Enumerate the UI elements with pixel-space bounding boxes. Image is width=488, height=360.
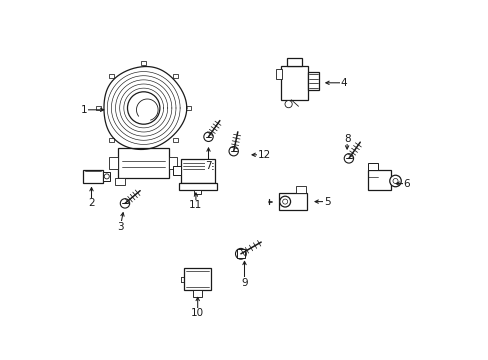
Bar (83, 170, 103, 183)
Text: 3: 3 (117, 222, 123, 232)
Bar (109, 138, 114, 141)
Circle shape (282, 199, 287, 204)
Bar (179, 183, 216, 190)
Bar (173, 138, 178, 141)
Bar (172, 166, 180, 175)
Bar (173, 75, 178, 78)
Circle shape (344, 154, 353, 163)
Bar (168, 157, 177, 169)
Text: 5: 5 (324, 197, 330, 207)
Circle shape (392, 179, 397, 184)
Circle shape (120, 199, 129, 208)
Text: 10: 10 (191, 308, 204, 318)
Text: 2: 2 (88, 198, 95, 208)
Bar (180, 159, 214, 183)
Bar (109, 75, 114, 78)
Circle shape (235, 248, 246, 259)
Bar (184, 268, 211, 290)
Bar (308, 72, 319, 90)
Bar (287, 58, 302, 66)
Text: 1: 1 (81, 105, 87, 115)
Text: 9: 9 (241, 278, 247, 288)
Circle shape (127, 92, 160, 124)
Bar (141, 61, 146, 65)
Bar (141, 151, 146, 155)
Bar (275, 69, 281, 79)
Circle shape (228, 147, 238, 156)
Bar (118, 148, 168, 178)
Bar (295, 186, 305, 193)
Bar (103, 172, 109, 180)
Bar (367, 170, 390, 190)
Bar (193, 290, 202, 297)
Circle shape (285, 100, 292, 108)
Text: 11: 11 (189, 200, 202, 210)
Text: 7: 7 (205, 161, 211, 171)
Bar (281, 66, 308, 100)
Text: 8: 8 (343, 134, 350, 144)
Text: 4: 4 (340, 78, 346, 88)
Circle shape (203, 132, 213, 141)
Bar (194, 189, 201, 194)
Circle shape (389, 175, 401, 187)
Text: 12: 12 (257, 150, 270, 160)
Circle shape (104, 174, 109, 179)
Bar (278, 193, 307, 210)
Bar (109, 157, 118, 169)
Bar (115, 178, 125, 185)
Bar (236, 249, 244, 258)
Circle shape (279, 196, 290, 207)
Text: 6: 6 (403, 179, 409, 189)
Bar (367, 163, 378, 170)
Bar (186, 106, 191, 110)
Bar (96, 106, 101, 110)
